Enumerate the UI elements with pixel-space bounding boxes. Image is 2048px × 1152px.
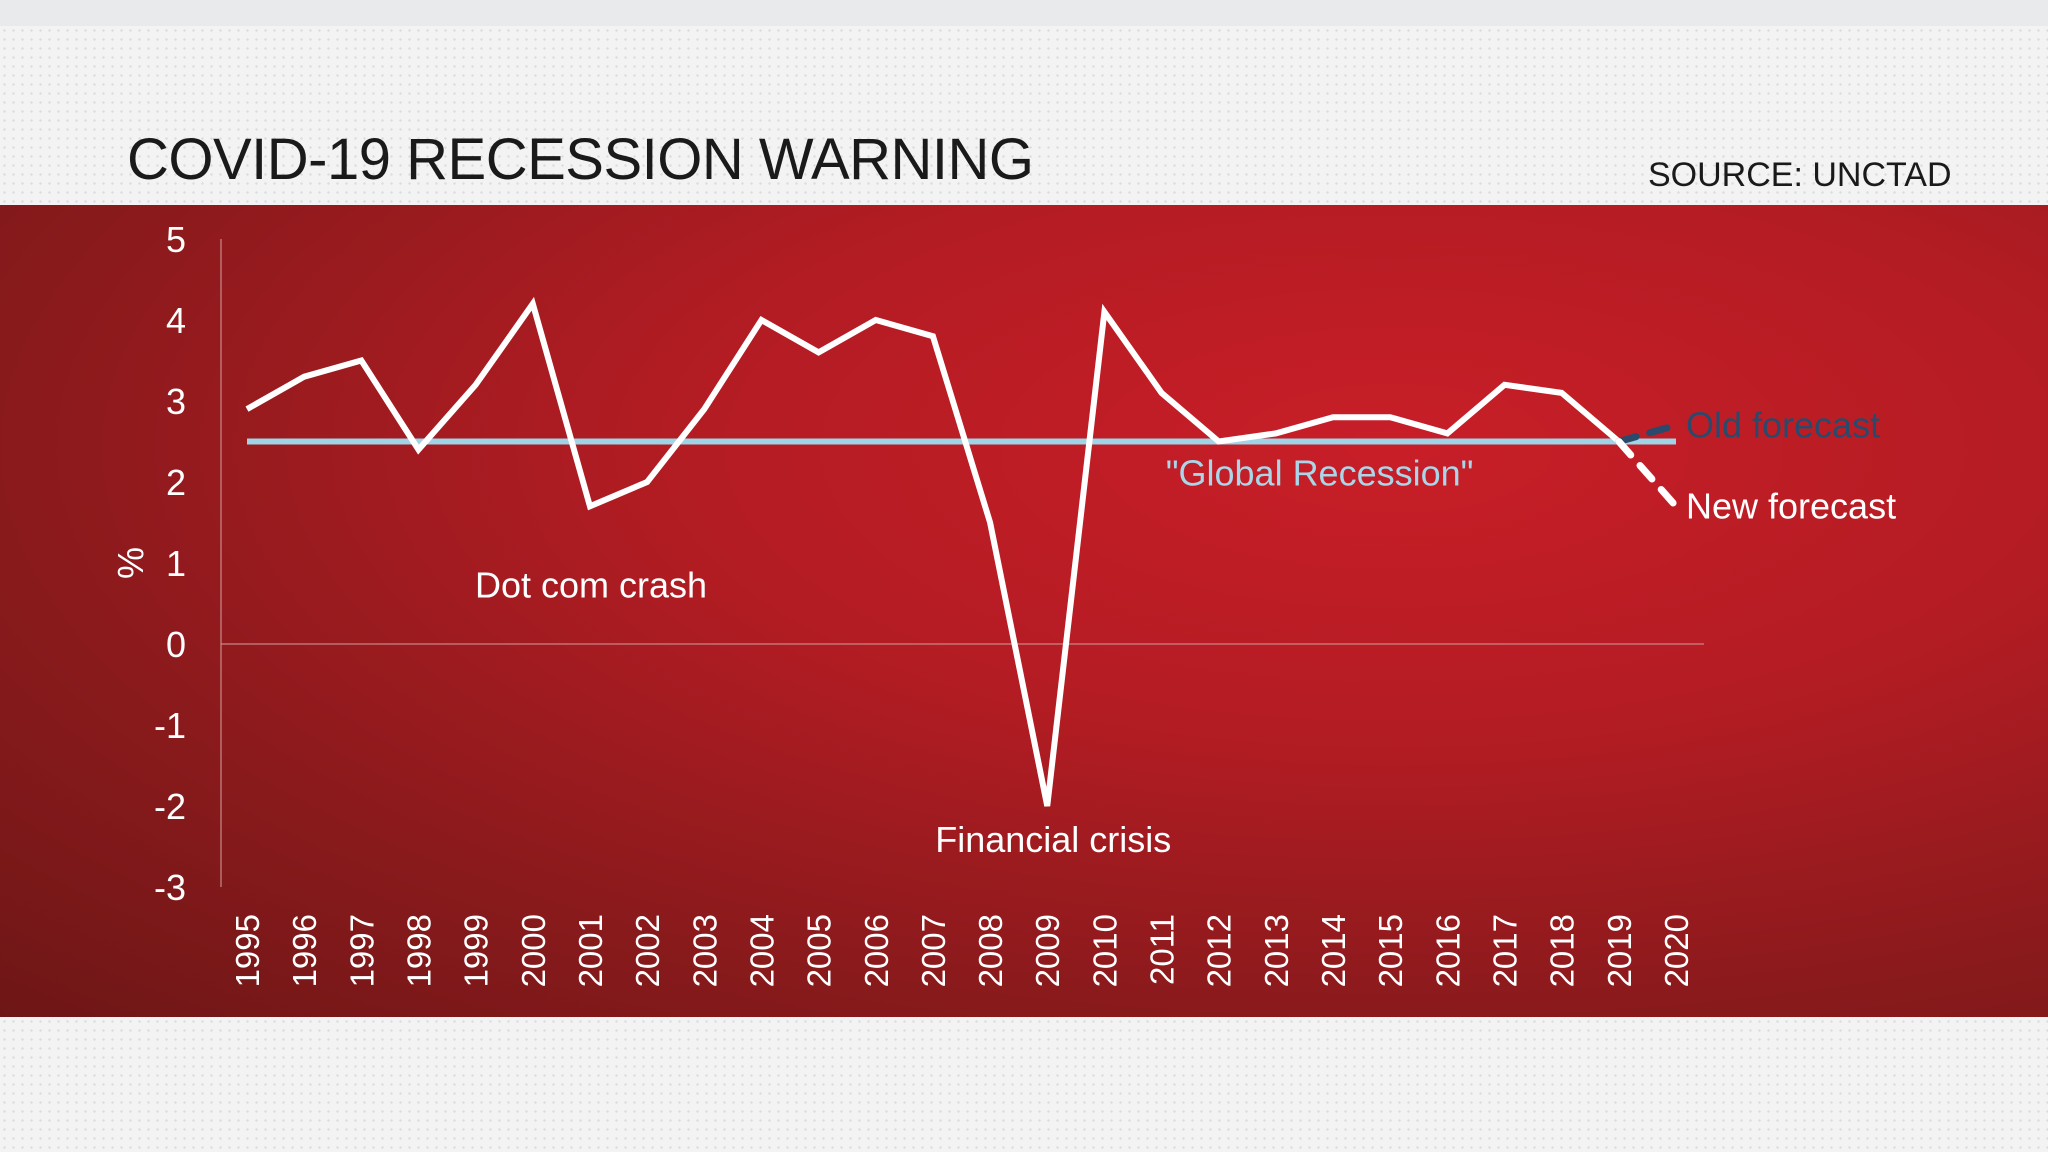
y-tick-label: 0 bbox=[166, 624, 186, 665]
x-tick-label: 2007 bbox=[915, 914, 952, 987]
x-tick-label: 1999 bbox=[458, 914, 495, 987]
x-tick-label: 1997 bbox=[343, 914, 380, 987]
source-label: SOURCE: UNCTAD bbox=[1648, 156, 1952, 194]
x-tick-label: 2006 bbox=[858, 914, 895, 987]
x-tick-label: 2003 bbox=[686, 914, 723, 987]
x-tick-label: 2008 bbox=[972, 914, 1009, 987]
x-tick-label: 2009 bbox=[1029, 914, 1066, 987]
x-tick-label: 2013 bbox=[1258, 914, 1295, 987]
x-tick-label: 2016 bbox=[1429, 914, 1466, 987]
x-tick-label: 1995 bbox=[229, 914, 266, 987]
x-tick-label: 2000 bbox=[515, 914, 552, 987]
y-tick-label: 3 bbox=[166, 381, 186, 422]
gdp-growth-line bbox=[245, 296, 1621, 807]
top-bar bbox=[0, 0, 2048, 26]
y-tick-label: -1 bbox=[154, 705, 186, 746]
y-tick-label: 1 bbox=[166, 543, 186, 584]
dot-pattern-bottom bbox=[0, 1017, 2048, 1152]
old-forecast-label: Old forecast bbox=[1686, 404, 1880, 445]
new-forecast-label: New forecast bbox=[1686, 485, 1896, 526]
chart-title: COVID-19 RECESSION WARNING bbox=[127, 127, 1034, 192]
y-tick-label: 5 bbox=[166, 219, 186, 260]
x-tick-label: 2005 bbox=[801, 914, 838, 987]
y-axis-label: % bbox=[110, 547, 151, 579]
x-tick-label: 2020 bbox=[1658, 914, 1695, 987]
y-tick-label: 2 bbox=[166, 462, 186, 503]
dot-com-crash-annotation: Dot com crash bbox=[475, 564, 707, 605]
x-tick-label: 2004 bbox=[743, 914, 780, 987]
x-tick-label: 2010 bbox=[1086, 914, 1123, 987]
x-tick-label: 2002 bbox=[629, 914, 666, 987]
x-tick-label: 1996 bbox=[286, 914, 323, 987]
x-tick-label: 2011 bbox=[1144, 914, 1181, 985]
x-tick-label: 1998 bbox=[400, 914, 437, 987]
dot-pattern-top bbox=[0, 26, 2048, 206]
global-recession-label: "Global Recession" bbox=[1166, 453, 1474, 494]
financial-crisis-annotation: Financial crisis bbox=[935, 819, 1171, 860]
old-forecast-line bbox=[1615, 421, 1680, 445]
y-tick-label: -2 bbox=[154, 786, 186, 827]
x-tick-label: 2001 bbox=[572, 914, 609, 987]
y-tick-label: 4 bbox=[166, 300, 186, 341]
x-tick-label: 2014 bbox=[1315, 914, 1352, 987]
x-tick-label: 2019 bbox=[1601, 914, 1638, 987]
x-tick-label: 2018 bbox=[1544, 914, 1581, 987]
new-forecast-line bbox=[1615, 438, 1680, 510]
y-tick-label: -3 bbox=[154, 867, 186, 908]
x-tick-label: 2015 bbox=[1372, 914, 1409, 987]
x-tick-label: 2012 bbox=[1201, 914, 1238, 987]
x-tick-label: 2017 bbox=[1487, 914, 1524, 987]
chart-background bbox=[0, 205, 2048, 1017]
